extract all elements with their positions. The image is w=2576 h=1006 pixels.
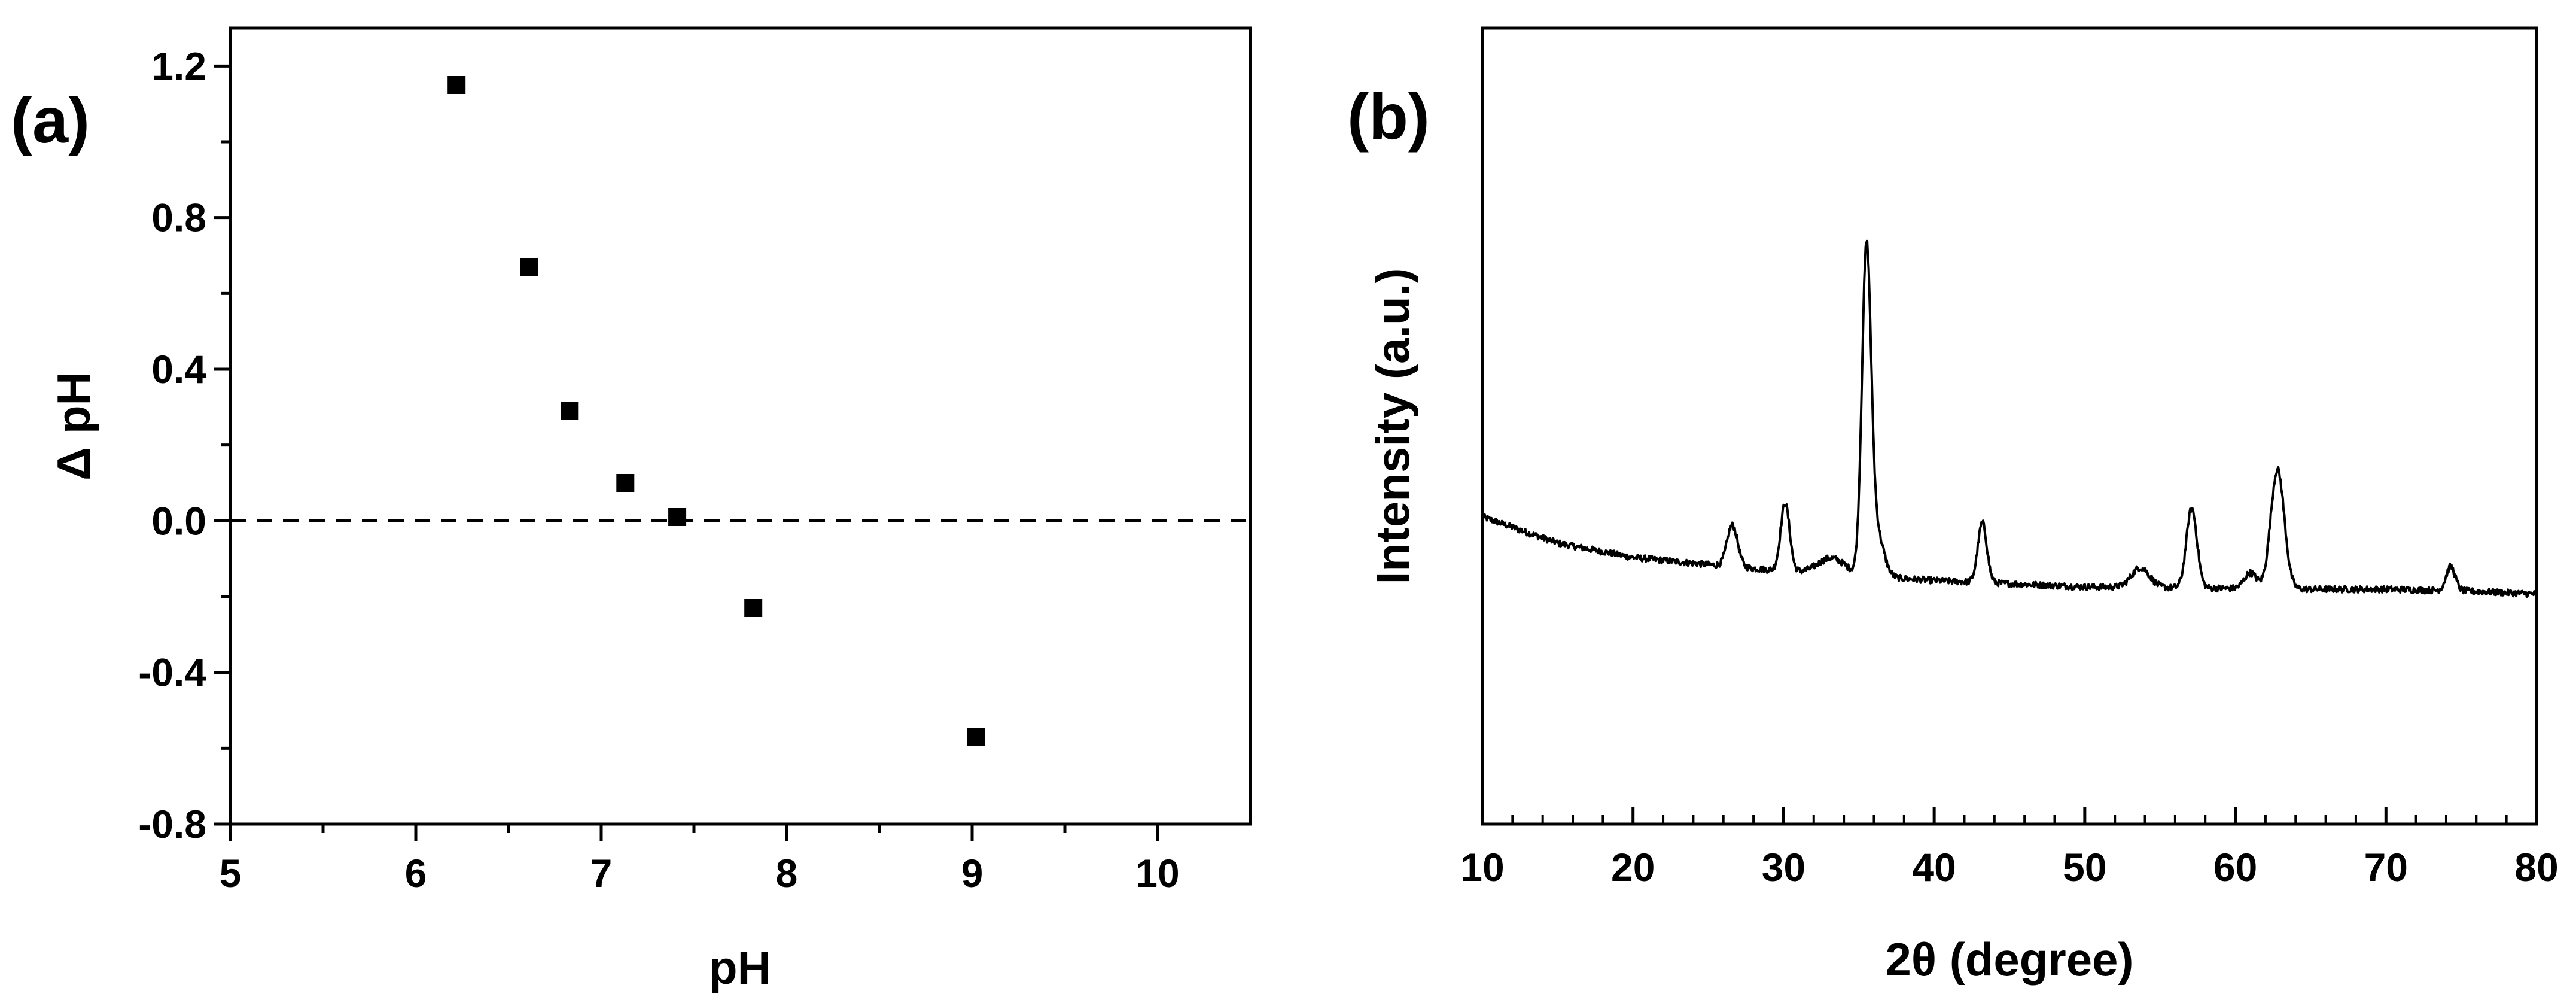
panel-b-x-tick-labels: 10 20 30 40 50 60 70 80 — [1460, 845, 2558, 889]
panel-b-x-tick-label: 60 — [2213, 845, 2257, 889]
panel-a-y-tick-label: 0.0 — [151, 499, 206, 543]
xrd-intensity-line — [1481, 239, 2537, 598]
panel-b-x-axis-title: 2θ (degree) — [1886, 933, 2134, 986]
panel-a-label: (a) — [11, 84, 90, 156]
panel-a-x-tick-labels: 5 6 7 8 9 10 — [220, 851, 1180, 895]
panel-b-x-tick-label: 50 — [2063, 845, 2106, 889]
panel-a-x-axis-title: pH — [709, 941, 771, 994]
panel-b-label: (b) — [1347, 80, 1430, 153]
panel-b-x-tick-label: 10 — [1460, 845, 1504, 889]
panel-a-y-tick-label: 0.4 — [151, 347, 206, 391]
panel-a-plot-frame — [229, 26, 1252, 826]
panel-a-data-points — [447, 76, 985, 746]
panel-a-x-tick-label: 5 — [220, 851, 242, 895]
data-point — [744, 599, 763, 617]
panel-b-x-tick-label: 40 — [1912, 845, 1956, 889]
data-point — [616, 474, 635, 492]
panel-b-x-tick-label: 70 — [2364, 845, 2408, 889]
panel-a-ph-scatter: (a) 5 6 7 8 9 10 -0.8 -0.4 0.0 0.4 0.8 1.2 pH Δ pH — [11, 26, 1252, 994]
panel-b-x-tick-label: 80 — [2514, 845, 2558, 889]
data-point — [520, 258, 538, 276]
data-point — [668, 508, 687, 526]
panel-b-y-axis-title: Intensity (a.u.) — [1366, 268, 1419, 585]
panel-b-x-ticks — [1481, 807, 2538, 824]
panel-a-y-tick-label: -0.8 — [138, 802, 206, 846]
panel-a-x-tick-label: 7 — [590, 851, 613, 895]
panel-a-x-tick-label: 9 — [961, 851, 983, 895]
panel-a-y-tick-label: 1.2 — [151, 44, 206, 88]
data-point — [967, 728, 985, 746]
panel-b-x-tick-label: 30 — [1762, 845, 1805, 889]
data-point — [447, 76, 466, 94]
panel-a-y-ticks — [214, 64, 230, 826]
panel-a-x-tick-label: 10 — [1135, 851, 1179, 895]
panel-a-x-tick-label: 8 — [776, 851, 798, 895]
panel-a-x-ticks — [229, 824, 1159, 841]
panel-b-plot-frame — [1481, 26, 2538, 826]
data-point — [561, 402, 579, 420]
panel-a-y-tick-label: -0.4 — [138, 651, 206, 695]
panel-a-y-tick-label: 0.8 — [151, 196, 206, 240]
panel-a-y-axis-title: Δ pH — [47, 372, 100, 481]
panel-b-x-tick-label: 20 — [1611, 845, 1655, 889]
panel-b-xrd-pattern: (b) 10 20 30 40 50 60 70 80 2θ (degree) Intensi… — [1347, 26, 2559, 986]
panel-a-x-tick-label: 6 — [405, 851, 427, 895]
panel-a-y-tick-labels: -0.8 -0.4 0.0 0.4 0.8 1.2 — [138, 44, 206, 846]
